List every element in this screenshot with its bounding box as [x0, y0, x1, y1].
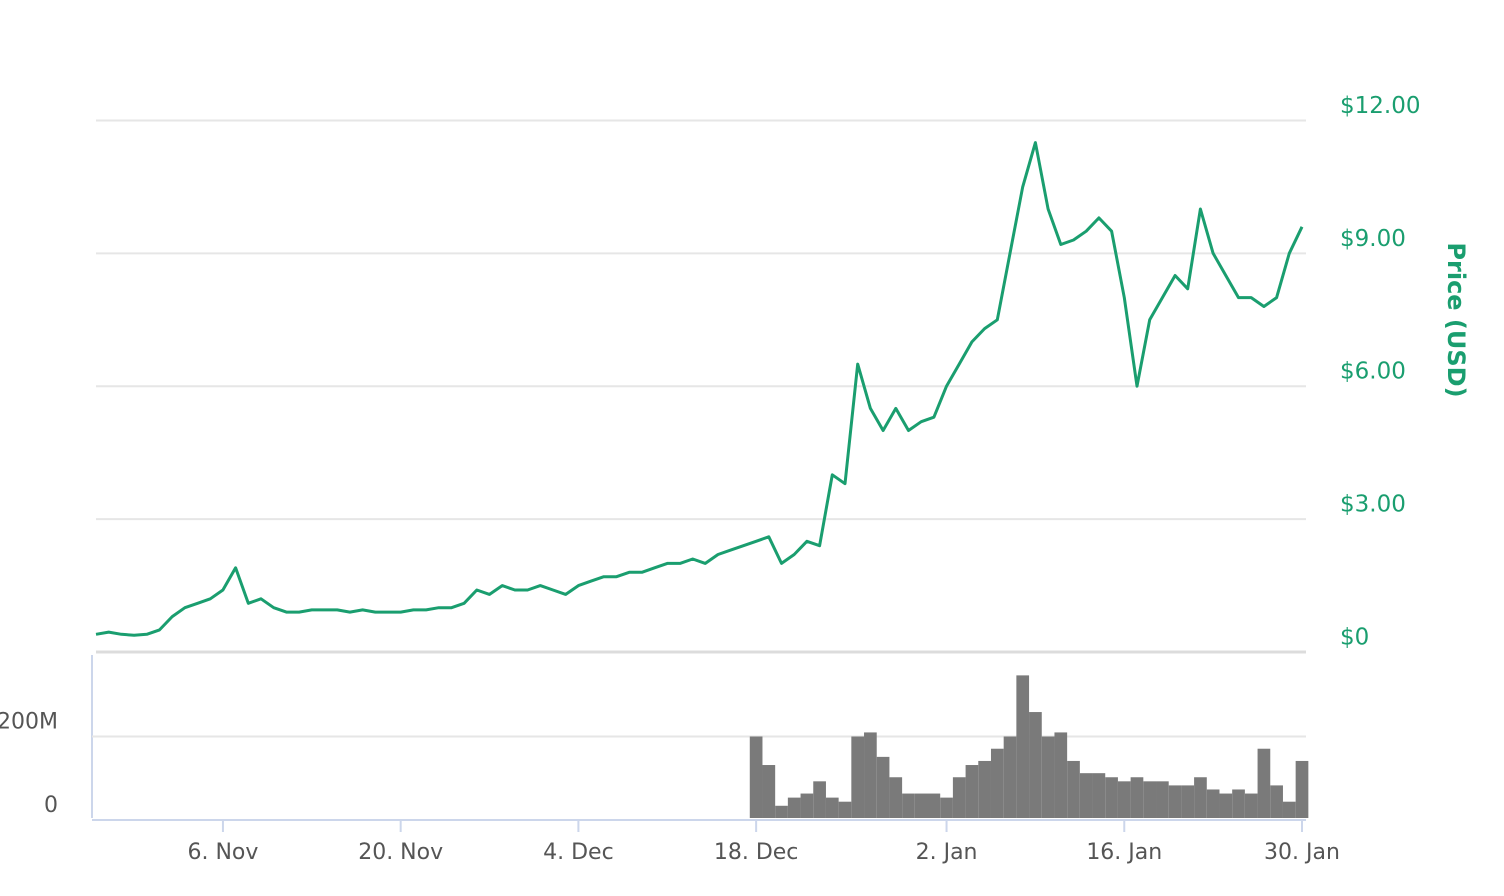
y2-tick-label: 200M [0, 710, 58, 735]
volume-bar [1003, 736, 1017, 818]
volume-bar [1295, 760, 1309, 818]
x-tick-label: 4. Dec [543, 840, 614, 865]
x-tick-label: 30. Jan [1264, 840, 1340, 865]
volume-bar [825, 797, 839, 818]
volume-bar [1194, 777, 1207, 818]
volume-bar [1054, 732, 1068, 818]
volume-bar [1130, 777, 1144, 818]
volume-bar [914, 793, 928, 818]
volume-bar [749, 736, 763, 818]
volume-bar [1232, 789, 1245, 818]
volume-bar [876, 756, 890, 818]
y-tick-label: $0 [1340, 625, 1369, 651]
volume-bar [787, 797, 801, 818]
volume-bar [1244, 793, 1258, 818]
volume-bar [1282, 801, 1296, 818]
volume-bar [813, 781, 826, 818]
volume-bar [775, 805, 788, 818]
volume-bar [889, 777, 903, 818]
volume-bar [1143, 781, 1157, 818]
x-tick-label: 18. Dec [714, 840, 799, 865]
volume-bar [1092, 773, 1106, 818]
volume-bar [1257, 748, 1271, 818]
y-axis-title: Price (USD) [1442, 242, 1470, 397]
x-tick-label: 20. Nov [358, 840, 443, 865]
x-tick-label: 16. Jan [1086, 840, 1162, 865]
volume-bar [1219, 793, 1233, 818]
volume-bar [838, 801, 852, 818]
y-tick-label: $3.00 [1340, 492, 1406, 518]
volume-bar [1079, 773, 1093, 818]
volume-bar [1041, 736, 1055, 818]
x-tick-label: 2. Jan [916, 840, 978, 865]
volume-bar [940, 797, 953, 818]
y-tick-label: $12.00 [1340, 93, 1420, 119]
y2-tick-label: 0 [44, 793, 58, 818]
y-tick-label: $6.00 [1340, 359, 1406, 385]
volume-bar [1270, 785, 1283, 818]
price-line [95, 141, 1304, 637]
volume-bar [1016, 675, 1030, 818]
volume-bar [1029, 712, 1042, 818]
volume-bar [1168, 785, 1182, 818]
volume-bar [952, 777, 966, 818]
volume-bar [1181, 785, 1195, 818]
x-tick-label: 6. Nov [187, 840, 258, 865]
volume-bar [762, 765, 776, 818]
y-tick-label: $9.00 [1340, 226, 1406, 252]
volume-bar [978, 760, 991, 818]
volume-bar [902, 793, 915, 818]
volume-bar [1105, 777, 1118, 818]
volume-bar [1156, 781, 1169, 818]
volume-bar [965, 765, 979, 818]
volume-bar [927, 793, 941, 818]
volume-bar [864, 732, 877, 818]
volume-bar [1117, 781, 1131, 818]
volume-bar [800, 793, 814, 818]
volume-bar [851, 736, 865, 818]
volume-bar [990, 748, 1004, 818]
volume-bar [1206, 789, 1220, 818]
volume-bar [1067, 760, 1080, 818]
